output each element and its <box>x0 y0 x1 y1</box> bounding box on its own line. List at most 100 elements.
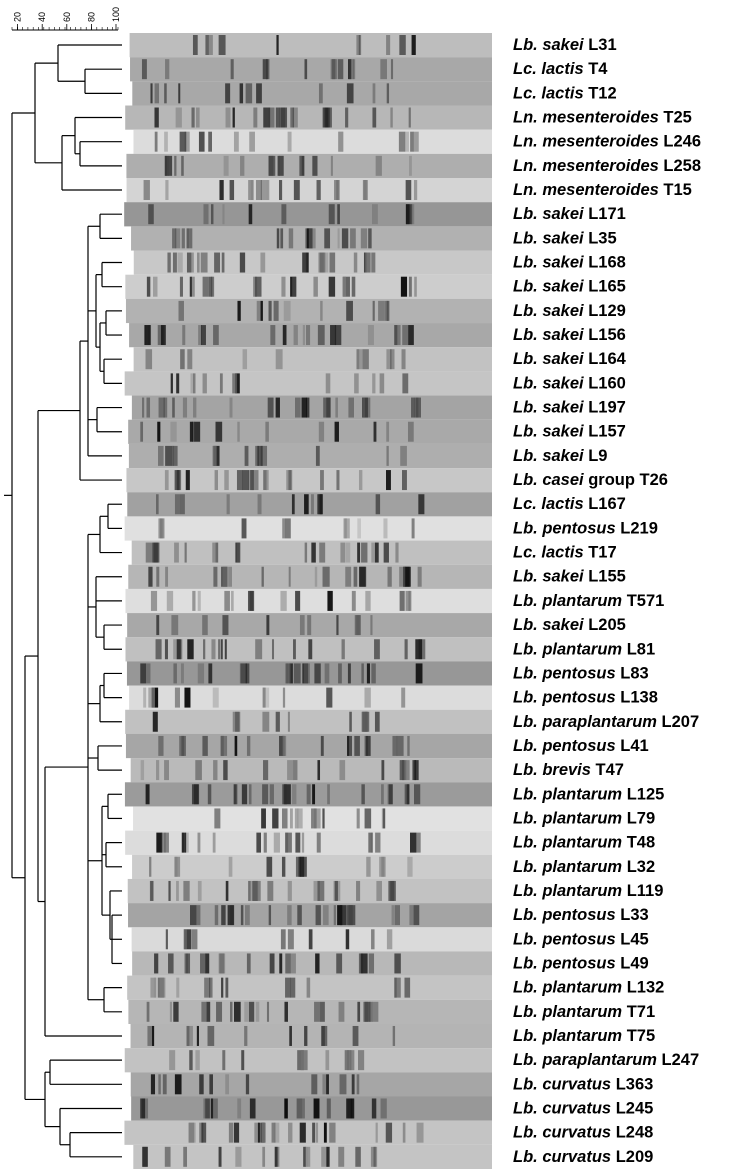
gel-band <box>336 470 340 491</box>
gel-band <box>404 639 407 660</box>
gel-band <box>140 760 145 781</box>
gel-band <box>237 421 240 442</box>
gel-band <box>265 421 269 442</box>
strain-label: Lb. plantarum T48 <box>513 834 655 852</box>
gel-band <box>232 373 238 394</box>
taxon-name: Lb. plantarum <box>513 641 622 659</box>
gel-band <box>205 35 209 55</box>
strain-id: L209 <box>616 1148 654 1166</box>
gel-band <box>260 445 268 466</box>
gel-band <box>256 83 262 104</box>
gel-band <box>149 856 152 877</box>
gel-band <box>266 615 270 636</box>
gel-lane <box>126 468 492 493</box>
gel-band <box>317 880 325 901</box>
gel-band <box>323 1122 327 1143</box>
gel-band <box>225 1074 230 1095</box>
gel-band <box>235 711 241 732</box>
gel-band <box>315 953 320 974</box>
gel-band <box>399 590 405 611</box>
gel-lane <box>130 758 492 783</box>
gel-band <box>154 83 160 104</box>
gel-lane <box>125 733 492 759</box>
gel-band <box>156 566 160 587</box>
gel-band <box>205 953 210 974</box>
gel-band <box>322 566 330 587</box>
gel-band <box>241 518 247 539</box>
gel-band <box>279 155 284 176</box>
gel-band <box>351 276 356 297</box>
gel-band <box>413 905 420 926</box>
gel-band <box>184 953 188 974</box>
taxon-name: Lb. plantarum <box>513 810 622 828</box>
taxon-name: Lc. lactis <box>513 544 584 562</box>
taxon-name: Lb. curvatus <box>513 1076 611 1094</box>
gel-band <box>355 1146 361 1167</box>
gel-band <box>145 349 153 370</box>
gel-band <box>184 687 191 708</box>
gel-band <box>320 470 324 491</box>
gel-lane <box>133 347 492 372</box>
gel-band <box>363 1001 369 1022</box>
gel-band <box>164 832 169 853</box>
gel-band <box>184 929 191 950</box>
gel-band <box>345 566 352 587</box>
gel-band <box>383 518 388 539</box>
gel-band <box>330 325 337 346</box>
gel-band <box>197 880 202 901</box>
gel-band <box>249 131 255 152</box>
gel-band <box>163 397 168 418</box>
gel-band <box>303 1146 307 1167</box>
taxon-name: Lb. sakei <box>513 423 584 441</box>
gel-band <box>262 784 269 805</box>
gel-band <box>281 276 286 297</box>
gel-band <box>325 252 329 273</box>
gel-band <box>197 832 201 853</box>
gel-band <box>158 1074 161 1095</box>
gel-band <box>261 1122 266 1143</box>
gel-band <box>368 953 375 974</box>
gel-band <box>237 1098 242 1119</box>
gel-band <box>174 542 179 563</box>
gel-band <box>233 784 237 805</box>
gel-band <box>346 1098 353 1119</box>
gel-band <box>145 784 150 805</box>
gel-band <box>274 1146 278 1167</box>
gel-band <box>326 1098 331 1119</box>
strain-id: T12 <box>588 85 616 103</box>
gel-band <box>371 252 376 273</box>
gel-band <box>262 711 270 732</box>
gel-band <box>186 953 191 974</box>
gel-band <box>282 784 287 805</box>
strain-id: L83 <box>620 665 648 683</box>
gel-band <box>333 905 337 926</box>
gel-band <box>218 1146 222 1167</box>
gel-band <box>224 590 230 611</box>
gel-band <box>246 735 251 756</box>
gel-band <box>335 397 338 418</box>
gel-band <box>156 494 159 515</box>
gel-band <box>201 1122 207 1143</box>
gel-band <box>356 808 360 829</box>
gel-band <box>256 832 262 853</box>
gel-band <box>400 276 408 297</box>
strain-id: L164 <box>588 351 626 369</box>
gel-band <box>387 566 392 587</box>
strain-label: Lb. plantarum L125 <box>513 786 664 804</box>
gel-band <box>358 35 362 55</box>
gel-band <box>163 325 166 346</box>
gel-band <box>394 977 401 998</box>
gel-band <box>142 1146 148 1167</box>
gel-band <box>293 760 298 781</box>
gel-band <box>405 180 412 201</box>
gel-band <box>413 131 419 152</box>
gel-band <box>403 566 406 587</box>
gel-band <box>314 663 321 684</box>
gel-band <box>337 204 340 225</box>
gel-band <box>304 542 308 563</box>
gel-band <box>354 373 359 394</box>
gel-band <box>208 35 213 55</box>
gel-lane <box>126 153 493 179</box>
gel-band <box>199 1074 204 1095</box>
gel-band <box>219 180 224 201</box>
